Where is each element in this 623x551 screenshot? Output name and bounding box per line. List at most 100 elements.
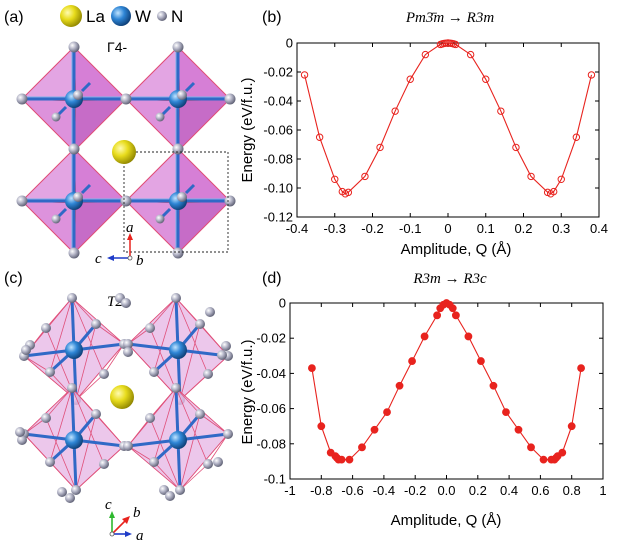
octahedron-edge xyxy=(149,417,181,491)
n-atom xyxy=(71,485,81,495)
n-atom xyxy=(91,409,101,419)
n-atom xyxy=(73,192,83,202)
octahedron-edge xyxy=(75,413,97,491)
panel-a-label: (a) xyxy=(4,9,24,26)
chart-d-title: R3m → R3c xyxy=(412,271,487,287)
panel-a: (a) La W N Γ4- a c b xyxy=(4,5,236,269)
data-point xyxy=(345,455,354,464)
data-point xyxy=(489,381,498,390)
n-atom xyxy=(145,323,155,333)
octahedron-edge xyxy=(45,387,73,419)
la-atom-c xyxy=(110,385,134,409)
n-atom xyxy=(91,319,101,329)
octahedron-edge xyxy=(175,387,209,465)
data-point xyxy=(451,311,460,320)
n-atom xyxy=(123,347,133,357)
x-tick-label: -1 xyxy=(284,483,296,498)
axis-c-label-c: c xyxy=(105,497,112,513)
n-atom xyxy=(195,409,205,419)
data-point xyxy=(421,50,430,59)
data-point xyxy=(391,107,399,115)
n-atom xyxy=(123,339,133,349)
legend-w-label: W xyxy=(135,7,151,26)
data-point xyxy=(433,311,442,320)
x-tick-label: 0.6 xyxy=(531,483,549,498)
n-atom xyxy=(41,323,51,333)
octahedron-edge xyxy=(45,417,77,491)
n-atom xyxy=(45,367,55,377)
x-tick-label: 0 xyxy=(444,221,451,236)
y-tick-label: -0.1 xyxy=(264,472,286,487)
data-point xyxy=(482,75,490,83)
data-point xyxy=(577,364,585,373)
w-n-bond xyxy=(80,81,92,93)
data-point xyxy=(376,143,384,152)
panel-b-label: (b) xyxy=(262,9,282,26)
octahedron-edge xyxy=(95,323,125,345)
n-atom xyxy=(165,491,175,501)
y-tick-label: -0.04 xyxy=(256,366,286,381)
octahedron-edge xyxy=(153,461,181,491)
n-atom xyxy=(171,383,181,393)
x-tick-label: -0.2 xyxy=(361,221,383,236)
data-point xyxy=(315,133,324,141)
n-atom xyxy=(16,93,28,105)
n-atom xyxy=(221,341,231,351)
legend-n-label: N xyxy=(171,7,183,26)
data-point xyxy=(358,443,366,452)
octahedron-edge xyxy=(75,323,97,401)
n-atom xyxy=(67,293,77,303)
panel-d: (d) R3m → R3c -1 -0.8 -0.6 -0.4 -0.2 0.0 0.2 0.… xyxy=(239,270,607,529)
data-point xyxy=(420,332,429,341)
octahedron-edge xyxy=(75,373,105,401)
legend-la-label: La xyxy=(86,7,105,26)
n-atom xyxy=(68,247,80,259)
octahedron-edge xyxy=(175,387,201,415)
n-atom xyxy=(51,214,61,224)
octahedron-edge xyxy=(127,297,177,345)
y-tick-label: -0.04 xyxy=(263,94,293,109)
n-atom xyxy=(171,293,181,303)
x-tick-label: -0.2 xyxy=(404,483,426,498)
n-atom xyxy=(224,195,236,207)
n-atom xyxy=(15,427,25,437)
data-point xyxy=(395,381,404,390)
octahedron-edge xyxy=(127,445,155,463)
octahedron-edge xyxy=(71,297,97,325)
y-tick-label: -0.02 xyxy=(263,65,293,80)
octahedron-edge xyxy=(179,413,201,491)
x-tick-label: 0.2 xyxy=(514,221,532,236)
y-tick-label: -0.12 xyxy=(263,210,293,225)
panel-c-label: (c) xyxy=(4,270,23,287)
data-point xyxy=(464,332,473,341)
w-atom xyxy=(65,341,83,359)
data-point xyxy=(502,408,510,417)
data-point xyxy=(317,422,326,431)
octahedron-edge xyxy=(179,355,229,401)
data-point xyxy=(527,172,535,181)
y-tick-label: 0 xyxy=(279,296,286,311)
data-point xyxy=(337,455,346,464)
octahedron-edge xyxy=(199,413,229,435)
crystal-structure-a xyxy=(16,41,236,259)
n-atom xyxy=(203,369,213,379)
w-atom-legend-marker xyxy=(111,6,131,26)
n-atom xyxy=(41,413,51,423)
data-point xyxy=(451,40,460,49)
n-atom xyxy=(177,192,187,202)
data-point xyxy=(361,172,369,181)
data-point xyxy=(512,143,520,152)
w-atom xyxy=(169,431,187,449)
data-point xyxy=(587,71,596,79)
n-atom xyxy=(172,41,184,53)
y-tick-label: -0.06 xyxy=(263,123,293,138)
x-tick-label: 0.4 xyxy=(500,483,518,498)
n-atom xyxy=(177,90,187,100)
octahedron-edge xyxy=(207,433,229,465)
series-line xyxy=(311,302,582,461)
x-tick-label: 0.2 xyxy=(469,483,487,498)
axes-indicator-a: a c b xyxy=(95,220,144,269)
data-point xyxy=(344,188,353,197)
n-atom xyxy=(99,369,109,379)
